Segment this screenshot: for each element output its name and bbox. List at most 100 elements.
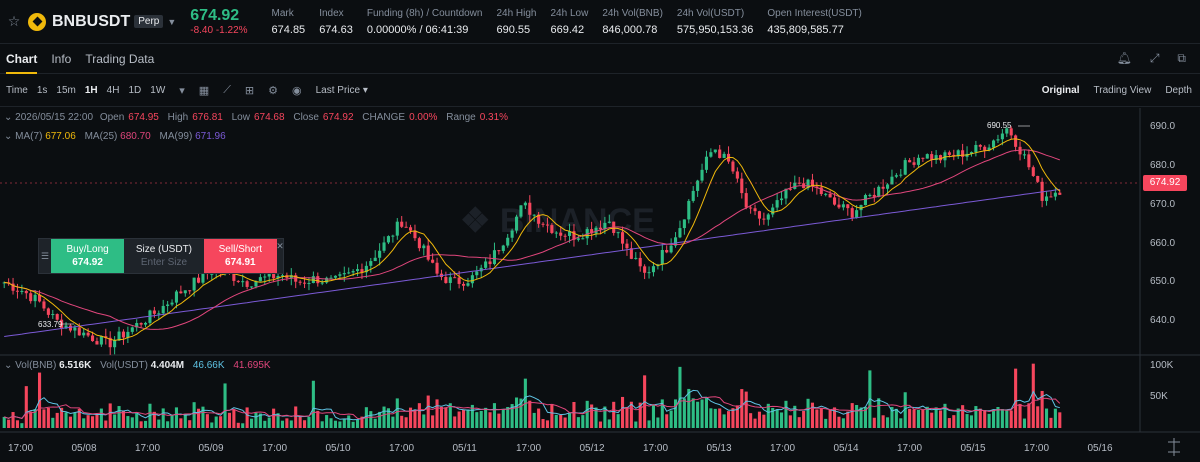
buy-price: 674.92 (72, 257, 103, 268)
interval-1w[interactable]: 1W (150, 85, 166, 96)
candle-body (506, 237, 510, 246)
volume-bar (135, 413, 139, 428)
vol-bnb-value: 6.516K (59, 360, 92, 371)
sell-short-button[interactable]: Sell/Short 674.91 (203, 239, 278, 273)
calendar-icon[interactable]: ▦ (198, 85, 210, 97)
candle-body (417, 238, 421, 249)
ticker-stats: Mark 674.85 Index 674.63 Funding (8h) / Coun… (272, 6, 876, 38)
candle-body (903, 160, 907, 175)
volume-bar (475, 412, 479, 428)
popout-icon[interactable]: ⧉ (1177, 51, 1186, 65)
drag-handle-icon[interactable]: ☰ (40, 250, 49, 261)
interval-1h[interactable]: 1H (84, 85, 98, 96)
template-icon[interactable]: ◉ (292, 85, 302, 97)
chart-type-icon[interactable]: ⊞ (244, 85, 255, 97)
view-trading-view[interactable]: Trading View (1093, 85, 1152, 96)
candle-body (678, 228, 682, 238)
candle-body (289, 275, 293, 278)
tab-trading-data[interactable]: Trading Data (85, 51, 155, 66)
volume-bar (316, 410, 320, 428)
volume-bar (192, 402, 196, 428)
volume-bar (603, 406, 607, 428)
high-value: 676.81 (192, 112, 223, 123)
candle-body (117, 331, 121, 341)
candle-body (108, 337, 112, 348)
tab-info[interactable]: Info (51, 51, 72, 66)
volume-bar (855, 404, 859, 428)
ma-collapse-chevron-icon[interactable]: ⌄ (4, 131, 13, 142)
volume-bar (188, 420, 192, 428)
legend-collapse-chevron-icon[interactable]: ⌄ (4, 112, 13, 123)
time-tick-label: 05/08 (71, 443, 97, 454)
volume-bar (824, 418, 828, 428)
volume-bar (329, 418, 333, 428)
price-type-select[interactable]: Last Price ▾ (315, 85, 368, 96)
candle-body (435, 262, 439, 274)
candle-body (82, 332, 86, 336)
interval-4h[interactable]: 4H (106, 85, 120, 96)
size-input[interactable]: Size (USDT) Enter Size (124, 239, 203, 273)
open-value: 674.95 (128, 112, 159, 123)
candle-body (179, 291, 183, 294)
indicators-icon[interactable]: ⟋ (223, 84, 231, 96)
vol-collapse-chevron-icon[interactable]: ⌄ (4, 360, 13, 371)
candle-body (872, 194, 876, 197)
candle-body (488, 261, 492, 265)
favorite-star-icon[interactable]: ☆ (7, 13, 21, 29)
stat-label: Open Interest(USDT) (767, 7, 862, 19)
volume-bar (73, 412, 77, 428)
candle-body (779, 198, 784, 201)
interval-15m[interactable]: 15m (56, 85, 76, 96)
chart-toolbar: Time 1s 15m 1H 4H 1D 1W ▾ ▦ ⟋ ⊞ ⚙ ◉ Last… (0, 75, 1200, 107)
volume-bar (342, 419, 346, 428)
interval-1s[interactable]: 1s (36, 85, 48, 96)
candle-body (594, 227, 598, 234)
volume-tick-label: 50K (1150, 391, 1168, 403)
volume-bar (616, 414, 620, 428)
axis-settings-icon[interactable] (1168, 438, 1180, 456)
volume-bar (413, 409, 417, 428)
ticker-header: ☆ BNBUSDT Perp ▼ 674.92 -8.40 -1.22% Mar… (0, 0, 1200, 44)
interval-1d[interactable]: 1D (128, 85, 142, 96)
close-icon[interactable]: ✕ (276, 241, 284, 251)
candle-body (99, 336, 103, 345)
symbol-dropdown-chevron-down-icon[interactable]: ▼ (167, 16, 177, 27)
candle-body (369, 261, 373, 266)
candle-body (629, 248, 633, 259)
view-depth[interactable]: Depth (1165, 85, 1192, 96)
ma25-label: MA(25) (84, 131, 118, 142)
volume-bar (788, 415, 792, 428)
volume-bar (519, 398, 523, 428)
volume-bar (506, 406, 510, 428)
ma25-line (4, 149, 1060, 330)
volume-bar (1049, 417, 1053, 428)
candle-body (355, 269, 360, 272)
volume-bar (651, 404, 656, 428)
volume-bar (139, 421, 143, 428)
volume-bar (90, 416, 95, 428)
candle-body (775, 200, 779, 208)
symbol-name[interactable]: BNBUSDT (52, 12, 131, 30)
expand-icon[interactable]: ⤢ (1149, 51, 1160, 65)
bell-icon[interactable]: 🔔︎ (1116, 51, 1132, 65)
volume-bar (704, 398, 709, 428)
candle-body (687, 200, 691, 220)
candle-body (731, 161, 735, 172)
volume-bar (837, 416, 841, 428)
view-original[interactable]: Original (1041, 85, 1080, 96)
price-change-pct: -1.22% (215, 25, 248, 36)
tab-chart[interactable]: Chart (6, 44, 38, 74)
interval-time[interactable]: Time (6, 85, 28, 96)
buy-long-button[interactable]: Buy/Long 674.92 (50, 239, 125, 273)
volume-bar (1005, 409, 1009, 428)
volume-bar (1044, 408, 1049, 428)
volume-bar (386, 408, 391, 428)
interval-dropdown-chevron-down-icon[interactable]: ▾ (179, 85, 185, 97)
candle-body (643, 266, 647, 273)
volume-bar (298, 416, 302, 428)
settings-icon[interactable]: ⚙ (268, 85, 278, 97)
volume-bar (1014, 368, 1018, 428)
volume-bar (872, 417, 876, 428)
candle-body (881, 186, 885, 189)
